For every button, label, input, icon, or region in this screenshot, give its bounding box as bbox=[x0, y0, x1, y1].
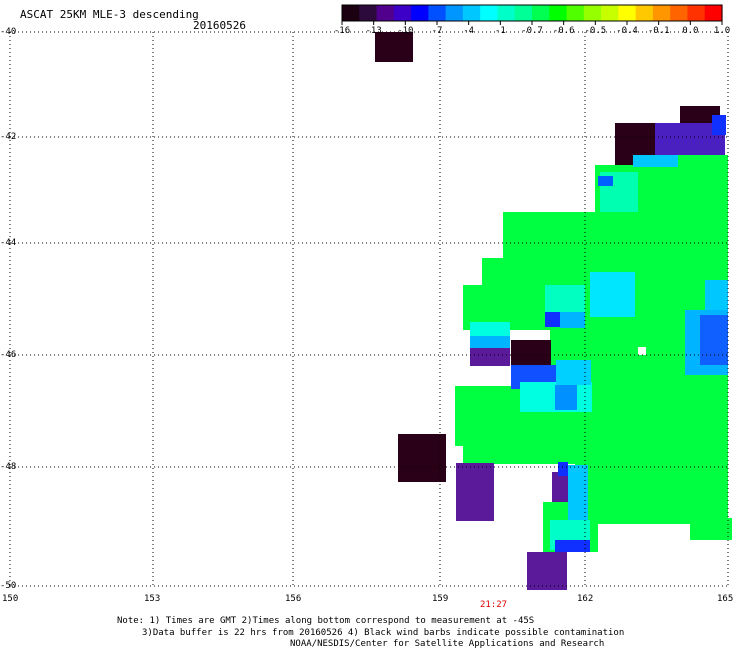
lat-label: -42 bbox=[0, 132, 17, 142]
data-cell bbox=[590, 272, 635, 317]
data-cell bbox=[555, 540, 590, 552]
orbit-time: 21:27 bbox=[480, 600, 508, 610]
lat-label: -44 bbox=[0, 238, 17, 248]
colorbar-swatch bbox=[549, 5, 568, 21]
colorbar-label: -16 bbox=[333, 26, 351, 36]
colorbar-label: -10 bbox=[397, 26, 414, 36]
colorbar-swatch bbox=[704, 5, 723, 21]
colorbar-swatch bbox=[601, 5, 619, 21]
data-cell bbox=[470, 322, 510, 336]
note-line-1: Note: 1) Times are GMT 2)Times along bot… bbox=[117, 616, 535, 626]
data-cell bbox=[560, 312, 585, 328]
data-cell bbox=[463, 444, 728, 464]
lat-label: -48 bbox=[0, 462, 17, 472]
colorbar-swatch bbox=[635, 5, 654, 21]
note-line-3: NOAA/NESDIS/Center for Satellite Applica… bbox=[290, 639, 605, 649]
colorbar-swatch bbox=[359, 5, 378, 21]
data-cell bbox=[680, 106, 720, 126]
data-cell bbox=[705, 280, 728, 310]
colorbar bbox=[341, 4, 723, 25]
colorbar-swatch bbox=[652, 5, 671, 21]
data-cell bbox=[556, 360, 591, 385]
data-cell bbox=[555, 385, 577, 410]
note-line-2: 3)Data buffer is 22 hrs from 20160526 4)… bbox=[142, 628, 625, 638]
data-cell bbox=[545, 312, 560, 327]
colorbar-label: -0.5 bbox=[584, 26, 607, 36]
lat-lon-grid bbox=[9, 31, 729, 587]
data-cell bbox=[470, 336, 510, 348]
data-cell bbox=[558, 462, 568, 476]
lon-label: 150 bbox=[2, 594, 19, 604]
data-cell bbox=[690, 518, 732, 540]
colorbar-swatch bbox=[514, 5, 533, 21]
data-cell bbox=[545, 285, 585, 313]
data-cell bbox=[700, 315, 728, 365]
colorbar-swatch bbox=[376, 5, 395, 21]
mle-data-pixels bbox=[375, 32, 732, 590]
colorbar-swatch bbox=[687, 5, 706, 21]
lat-label: -50 bbox=[0, 581, 17, 591]
colorbar-label: 0.0 bbox=[682, 26, 699, 36]
colorbar-swatch bbox=[411, 5, 429, 21]
lat-label: -40 bbox=[0, 27, 17, 37]
data-cell bbox=[590, 518, 690, 524]
colorbar-label: -4 bbox=[463, 26, 475, 36]
data-cell bbox=[511, 340, 551, 365]
colorbar-swatch bbox=[480, 5, 499, 21]
colorbar-swatch bbox=[532, 5, 550, 21]
data-cell bbox=[527, 552, 567, 590]
colorbar-swatch bbox=[342, 5, 360, 21]
lat-label: -46 bbox=[0, 350, 17, 360]
colorbar-label: -0.4 bbox=[616, 26, 638, 36]
map-date: 20160526 bbox=[193, 19, 246, 32]
data-cell bbox=[712, 115, 726, 135]
colorbar-label: -0.6 bbox=[552, 26, 575, 36]
colorbar-label: -13 bbox=[365, 26, 382, 36]
colorbar-swatch bbox=[393, 5, 412, 21]
colorbar-swatch bbox=[583, 5, 602, 21]
data-cell bbox=[633, 155, 678, 167]
colorbar-label: -1 bbox=[494, 26, 506, 36]
data-cell bbox=[470, 348, 510, 366]
lon-label: 162 bbox=[577, 594, 594, 604]
lon-label: 153 bbox=[144, 594, 161, 604]
colorbar-swatch bbox=[428, 5, 447, 21]
colorbar-label: 1.0 bbox=[713, 26, 731, 36]
data-gap bbox=[638, 347, 646, 355]
data-cell bbox=[575, 462, 728, 520]
data-cell bbox=[552, 472, 568, 502]
lon-label: 165 bbox=[717, 594, 734, 604]
colorbar-swatch bbox=[670, 5, 689, 21]
data-cell bbox=[456, 463, 494, 521]
colorbar-label: -7 bbox=[431, 26, 443, 36]
colorbar-swatch bbox=[618, 5, 637, 21]
colorbar-swatch bbox=[497, 5, 516, 21]
lon-label: 159 bbox=[432, 594, 449, 604]
map-title: ASCAT 25KM MLE-3 descending bbox=[20, 8, 199, 21]
data-cell bbox=[503, 212, 728, 262]
colorbar-label: -0.7 bbox=[521, 26, 543, 36]
lon-label: 156 bbox=[285, 594, 302, 604]
data-cell bbox=[375, 32, 413, 62]
colorbar-swatch bbox=[462, 5, 481, 21]
colorbar-swatch bbox=[445, 5, 464, 21]
colorbar-label: -0.1 bbox=[647, 26, 670, 36]
data-cell bbox=[598, 176, 613, 186]
colorbar-swatch bbox=[566, 5, 585, 21]
data-cell bbox=[398, 434, 446, 482]
data-cell bbox=[568, 465, 588, 520]
